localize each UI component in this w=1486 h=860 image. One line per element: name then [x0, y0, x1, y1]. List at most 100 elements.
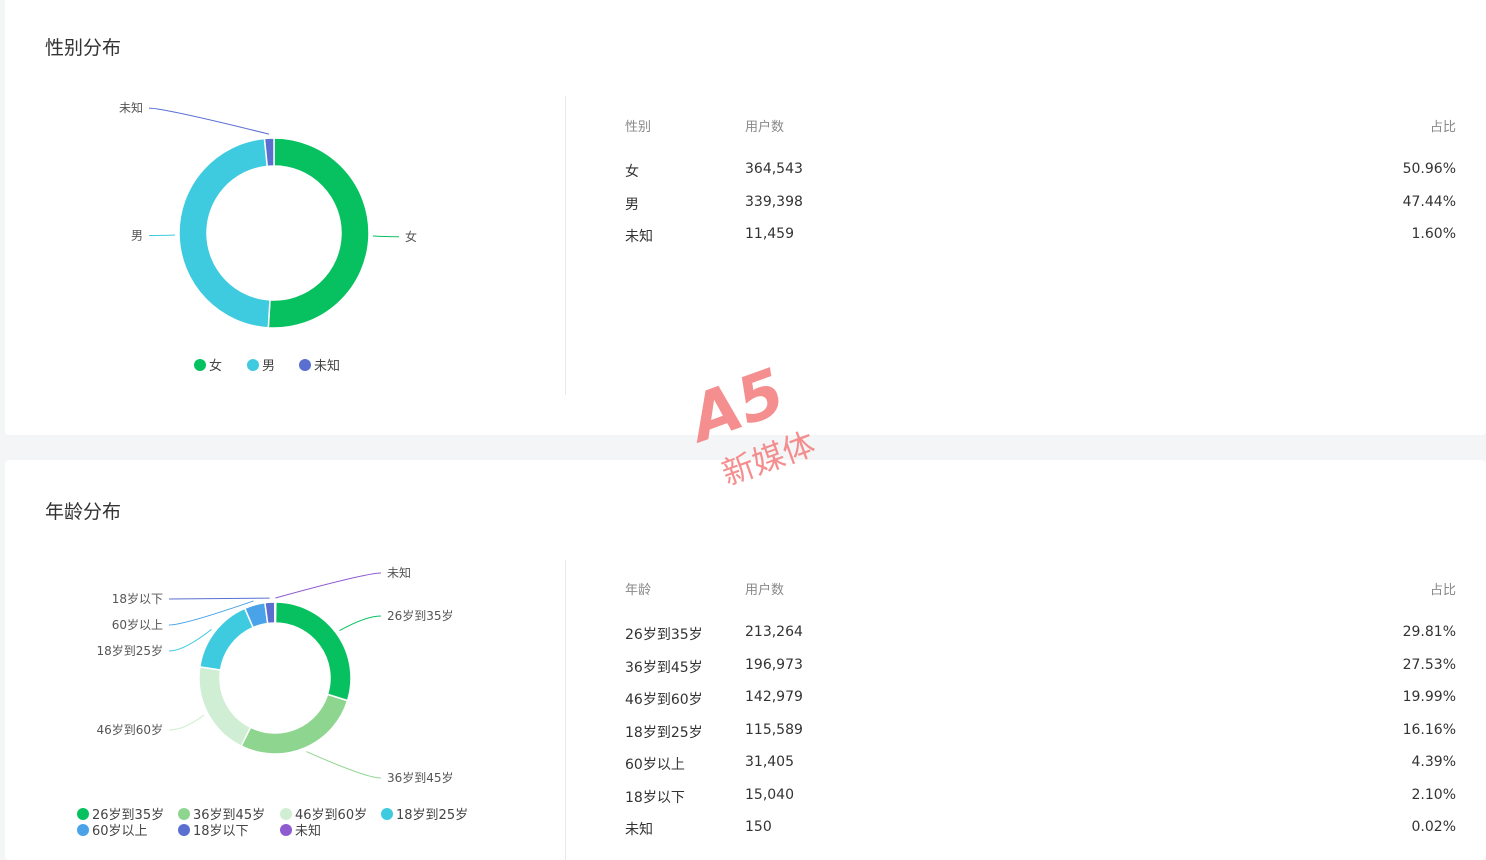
percent-cell: 29.81%: [1402, 624, 1456, 640]
legend-label[interactable]: 36岁到45岁: [193, 808, 265, 823]
users-cell: 213,264: [745, 624, 803, 640]
category-cell: 60岁以上: [625, 757, 685, 773]
legend-marker[interactable]: [77, 824, 89, 836]
percent-cell: 27.53%: [1402, 656, 1456, 673]
donut-slice[interactable]: [198, 607, 255, 671]
table-row: 未知 11,459 1.60%: [625, 226, 1456, 259]
users-cell: 196,973: [745, 656, 803, 673]
legend-label[interactable]: 60岁以上: [92, 824, 148, 839]
users-cell: 364,543: [745, 161, 803, 177]
percent-cell: 19.99%: [1402, 689, 1456, 705]
legend-marker[interactable]: [194, 359, 206, 371]
slice-label: 未知: [119, 101, 143, 115]
slice-label: 36岁到45岁: [387, 770, 454, 785]
users-cell: 142,979: [745, 689, 803, 705]
label-line: [168, 714, 205, 731]
percent-cell: 47.44%: [1402, 193, 1456, 210]
category-cell: 女: [625, 164, 639, 180]
slice-label: 60岁以上: [112, 617, 163, 632]
users-cell: 150: [745, 819, 772, 835]
legend-marker[interactable]: [178, 824, 190, 836]
donut-slice[interactable]: [274, 601, 352, 702]
donut-slice[interactable]: [178, 137, 271, 329]
label-line: [148, 234, 176, 237]
label-line: [168, 628, 212, 652]
column-header: 用户数: [745, 583, 785, 598]
gender-title: 性别分布: [45, 37, 122, 59]
legend-label[interactable]: 女: [209, 358, 222, 374]
legend-marker[interactable]: [381, 808, 393, 820]
legend-label[interactable]: 26岁到35岁: [92, 808, 164, 823]
table-row: 26岁到35岁 213,264 29.81%: [625, 624, 1456, 657]
donut-slice[interactable]: [267, 137, 370, 329]
age-title: 年龄分布: [45, 501, 122, 523]
percent-cell: 2.10%: [1411, 786, 1456, 803]
percent-cell: 4.39%: [1411, 754, 1456, 770]
age-table: 年龄 用户数 占比 26岁到35岁 213,264 29.81% 36岁到45岁 196,97…: [625, 579, 1456, 852]
table-row: 女 364,543 50.96%: [625, 161, 1456, 194]
label-line: [372, 235, 400, 238]
table-header: 性别 用户数 占比: [625, 116, 1456, 161]
legend-label[interactable]: 未知: [314, 358, 340, 374]
legend-marker[interactable]: [178, 808, 190, 820]
slice-label: 女: [405, 229, 417, 244]
users-cell: 339,398: [745, 193, 803, 210]
label-line: [275, 572, 382, 599]
label-line: [306, 751, 382, 779]
divider: [565, 560, 566, 860]
table-header: 年龄 用户数 占比: [625, 579, 1456, 624]
users-cell: 11,459: [745, 226, 794, 242]
table-row: 男 339,398 47.44%: [625, 194, 1456, 227]
legend-label[interactable]: 18岁以下: [193, 824, 249, 839]
legend-marker[interactable]: [280, 808, 292, 820]
category-cell: 46岁到60岁: [625, 692, 703, 708]
column-header: 占比: [1429, 583, 1456, 598]
legend-marker[interactable]: [77, 808, 89, 820]
legend-label[interactable]: 未知: [295, 823, 321, 839]
donut-slice[interactable]: [198, 666, 252, 748]
divider: [565, 96, 566, 395]
table-row: 未知 150 0.02%: [625, 819, 1456, 852]
slice-label: 26岁到35岁: [387, 608, 454, 623]
donut-slice[interactable]: [240, 693, 349, 755]
table-row: 60岁以上 31,405 4.39%: [625, 754, 1456, 787]
column-header: 性别: [625, 120, 652, 135]
category-cell: 未知: [625, 822, 653, 838]
category-cell: 18岁到25岁: [625, 724, 703, 741]
users-cell: 115,589: [745, 721, 803, 738]
category-cell: 36岁到45岁: [625, 659, 703, 676]
slice-label: 18岁到25岁: [96, 643, 163, 658]
percent-cell: 16.16%: [1402, 721, 1456, 738]
percent-cell: 50.96%: [1402, 161, 1456, 177]
column-header: 用户数: [745, 120, 785, 135]
legend-label[interactable]: 46岁到60岁: [295, 808, 367, 823]
column-header: 占比: [1429, 120, 1456, 135]
legend-marker[interactable]: [280, 824, 292, 836]
category-cell: 26岁到35岁: [625, 627, 703, 643]
label-line: [339, 615, 382, 632]
gender-card: 性别分布 女男未知女男未知 性别 用户数 占比女 364,543 50.96% 男 339,…: [5, 0, 1486, 435]
users-cell: 31,405: [745, 754, 794, 770]
slice-label: 未知: [387, 566, 411, 580]
category-cell: 未知: [625, 229, 653, 245]
age-donut-chart: 26岁到35岁36岁到45岁46岁到60岁18岁到25岁60岁以上18岁以下未知…: [77, 566, 468, 839]
donut-slice[interactable]: [263, 137, 275, 168]
label-line: [148, 107, 270, 135]
slice-label: 18岁以下: [112, 591, 163, 606]
legend-label[interactable]: 18岁到25岁: [396, 808, 468, 823]
category-cell: 男: [625, 196, 639, 213]
table-row: 36岁到45岁 196,973 27.53%: [625, 657, 1456, 690]
users-cell: 15,040: [745, 786, 794, 803]
table-row: 18岁以下 15,040 2.10%: [625, 787, 1456, 820]
label-line: [168, 597, 270, 600]
table-row: 46岁到60岁 142,979 19.99%: [625, 689, 1456, 722]
donut-slice[interactable]: [274, 601, 277, 624]
slice-label: 男: [131, 229, 143, 243]
legend-marker[interactable]: [299, 359, 311, 371]
legend-marker[interactable]: [247, 359, 259, 371]
percent-cell: 1.60%: [1411, 226, 1456, 242]
percent-cell: 0.02%: [1411, 819, 1456, 835]
gender-donut-chart: 女男未知女男未知: [119, 101, 417, 374]
legend-label[interactable]: 男: [262, 359, 275, 374]
gender-table: 性别 用户数 占比女 364,543 50.96% 男 339,398 47.44% 未知 11,…: [625, 116, 1456, 259]
